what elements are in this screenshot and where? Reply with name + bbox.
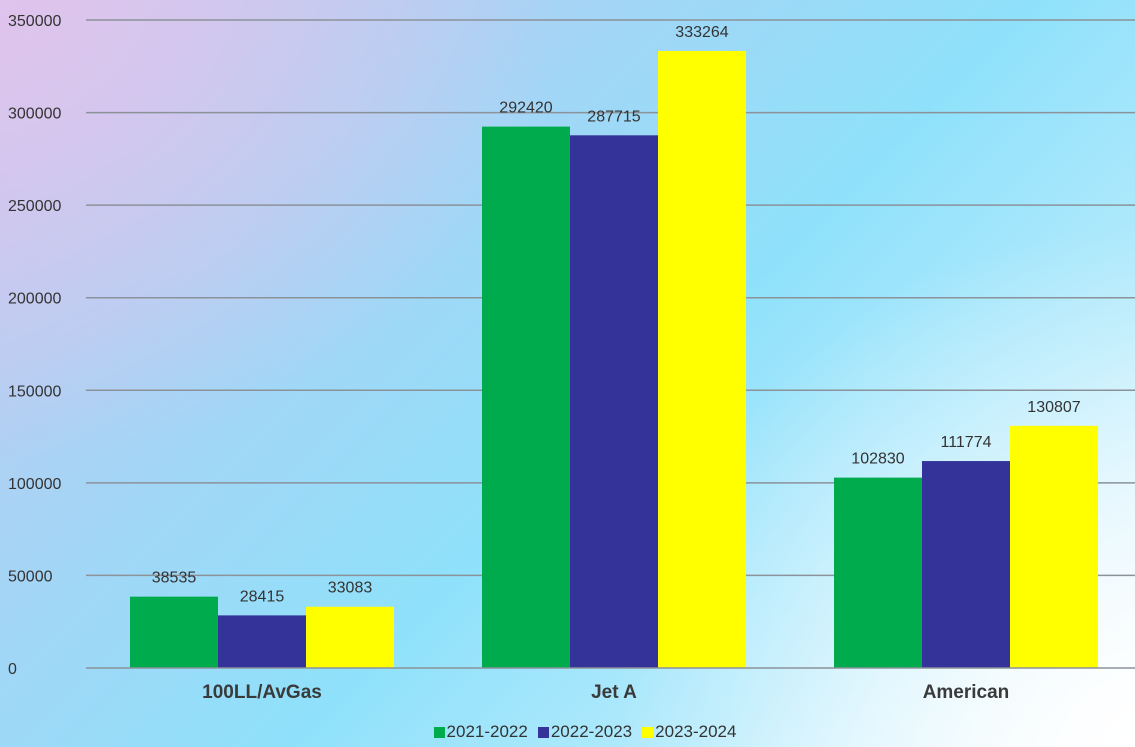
- legend-item-2022-2023: 2022-2023: [537, 722, 633, 742]
- y-tick-label-50000: 50000: [8, 568, 53, 585]
- data-label-american-2022-2023: 111774: [940, 434, 991, 451]
- bar-100ll-avgas-2021-2022: [130, 596, 218, 668]
- legend-label-2023-2024: 2023-2024: [655, 722, 737, 741]
- y-tick-label-300000: 300000: [8, 106, 61, 123]
- x-tick-label-american: American: [923, 682, 1010, 703]
- y-tick-label-200000: 200000: [8, 291, 61, 308]
- x-tick-label-100ll-avgas: 100LL/AvGas: [202, 682, 322, 703]
- y-tick-label-250000: 250000: [8, 198, 61, 215]
- bar-jet-a-2022-2023: [570, 135, 658, 668]
- y-tick-label-0: 0: [8, 661, 17, 678]
- legend-label-2022-2023: 2022-2023: [550, 722, 633, 741]
- y-tick-label-100000: 100000: [8, 476, 61, 493]
- legend-label-2021-2022: 2021-2022: [446, 722, 528, 741]
- bar-american-2021-2022: [834, 477, 922, 668]
- data-label-american-2023-2024: 130807: [1027, 399, 1080, 416]
- legend-swatch-2021-2022: [433, 726, 445, 738]
- x-tick-label-jet-a: Jet A: [591, 682, 637, 703]
- data-label-jet-a-2023-2024: 333264: [675, 24, 728, 41]
- chart-plot: 0 50000 100000 150000 200000 250000 300000 3500…: [8, 13, 1135, 703]
- legend-swatch-2023-2024: [642, 726, 654, 738]
- legend-item-2021-2022: 2021-2022: [433, 722, 528, 742]
- legend-item-2023-2024: 2023-2024: [642, 722, 736, 742]
- data-label-100ll-avgas-2023-2024: 33083: [328, 580, 373, 597]
- bar-american-2023-2024: [1010, 425, 1098, 668]
- bar-100ll-avgas-2022-2023: [218, 615, 306, 668]
- y-tick-label-150000: 150000: [8, 383, 61, 400]
- data-label-jet-a-2021-2022: 292420: [499, 100, 552, 117]
- data-label-100ll-avgas-2021-2022: 38535: [152, 570, 197, 587]
- data-label-100ll-avgas-2022-2023: 28415: [240, 588, 285, 605]
- bar-100ll-avgas-2023-2024: [306, 606, 394, 668]
- data-label-jet-a-2022-2023: 287715: [587, 108, 640, 125]
- legend-swatch-2022-2023: [537, 726, 549, 738]
- bar-jet-a-2023-2024: [658, 50, 746, 668]
- bar-american-2022-2023: [922, 461, 1010, 668]
- legend: 2021-2022 2022-2023 2023-2024: [0, 722, 1135, 742]
- data-label-american-2021-2022: 102830: [851, 451, 904, 468]
- y-tick-label-350000: 350000: [8, 13, 61, 30]
- bar-jet-a-2021-2022: [482, 126, 570, 669]
